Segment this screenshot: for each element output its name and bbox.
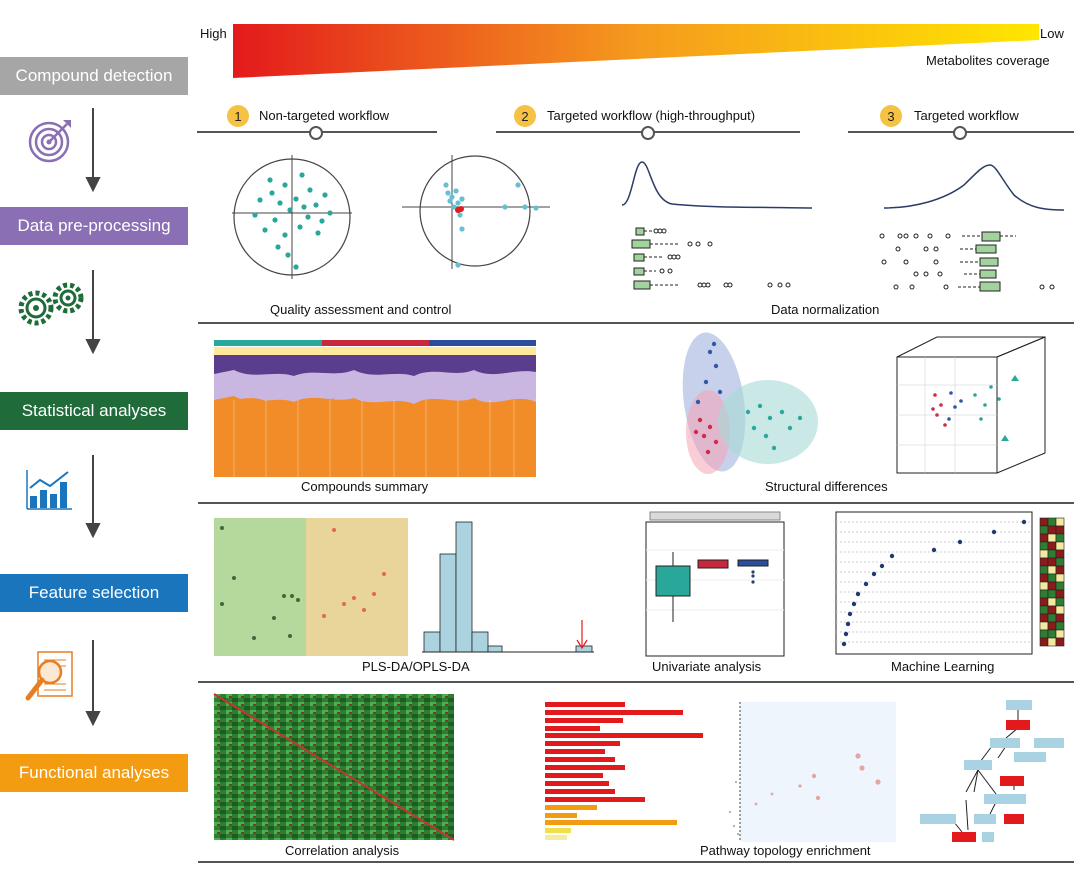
plsda-permutation-histogram <box>422 521 594 653</box>
workflow-1-label: Non-targeted workflow <box>259 108 390 123</box>
univariate-caption: Univariate analysis <box>652 659 762 674</box>
step-feature-selection: Feature selection <box>0 574 188 612</box>
separator-2 <box>198 502 1074 504</box>
normalization-caption: Data normalization <box>771 302 880 317</box>
univariate-boxplot <box>645 511 785 657</box>
structural-caption: Structural differences <box>765 479 888 494</box>
workflow-3-label: Targeted workflow <box>914 108 1019 123</box>
step-statistical-analyses: Statistical analyses <box>0 392 188 430</box>
step-functional-analyses: Functional analyses <box>0 754 188 792</box>
pathway-enrichment-bars <box>545 702 703 840</box>
compounds-caption: Compounds summary <box>301 479 429 494</box>
pathway-network-diagram <box>920 700 1064 842</box>
qa-pca-plot-1 <box>232 155 352 279</box>
ml-importance-plot <box>835 511 1065 655</box>
compounds-summary-chart <box>214 340 536 477</box>
step-compound-detection: Compound detection <box>0 57 188 95</box>
plsda-caption: PLS-DA/OPLS-DA <box>362 659 470 674</box>
pathway-caption: Pathway topology enrichment <box>700 843 871 858</box>
ml-caption: Machine Learning <box>891 659 995 674</box>
workflow-3-badge: 3 <box>880 105 902 127</box>
coverage-high-label: High <box>200 26 227 41</box>
workflow-1-badge: 1 <box>227 105 249 127</box>
correlation-heatmap <box>213 693 455 841</box>
target-icon <box>28 120 71 163</box>
workflow-2-label: Targeted workflow (high-throughput) <box>547 108 756 123</box>
step-data-preprocessing: Data pre-processing <box>0 207 188 245</box>
workflow-2-badge: 2 <box>514 105 536 127</box>
separator-3 <box>198 681 1074 683</box>
normalization-boxplots-2 <box>879 231 1055 292</box>
pipeline-arrows <box>85 108 101 727</box>
coverage-low-label: Low <box>1040 26 1064 41</box>
gears-icon <box>18 282 84 326</box>
structural-3d-scatter <box>896 336 1046 474</box>
workflow-1-knob[interactable] <box>309 126 323 140</box>
pathway-topology-scatter <box>729 702 896 842</box>
qa-caption: Quality assessment and control <box>270 302 452 317</box>
normalization-density-2 <box>883 164 1065 211</box>
normalization-boxplots-1 <box>631 227 791 290</box>
plsda-scores-plot <box>214 518 408 656</box>
bar-chart-icon <box>26 470 72 510</box>
coverage-caption: Metabolites coverage <box>926 53 1050 68</box>
coverage-gradient <box>233 24 1039 78</box>
workflow-3-knob[interactable] <box>953 126 967 140</box>
correlation-caption: Correlation analysis <box>285 843 400 858</box>
qa-pca-plot-2 <box>402 155 550 269</box>
separator-1 <box>198 322 1074 324</box>
normalization-density-1 <box>621 161 813 209</box>
magnifier-icon <box>25 651 73 701</box>
structural-pca-ellipses <box>682 332 818 474</box>
workflow-2-knob[interactable] <box>641 126 655 140</box>
separator-4 <box>198 861 1074 863</box>
